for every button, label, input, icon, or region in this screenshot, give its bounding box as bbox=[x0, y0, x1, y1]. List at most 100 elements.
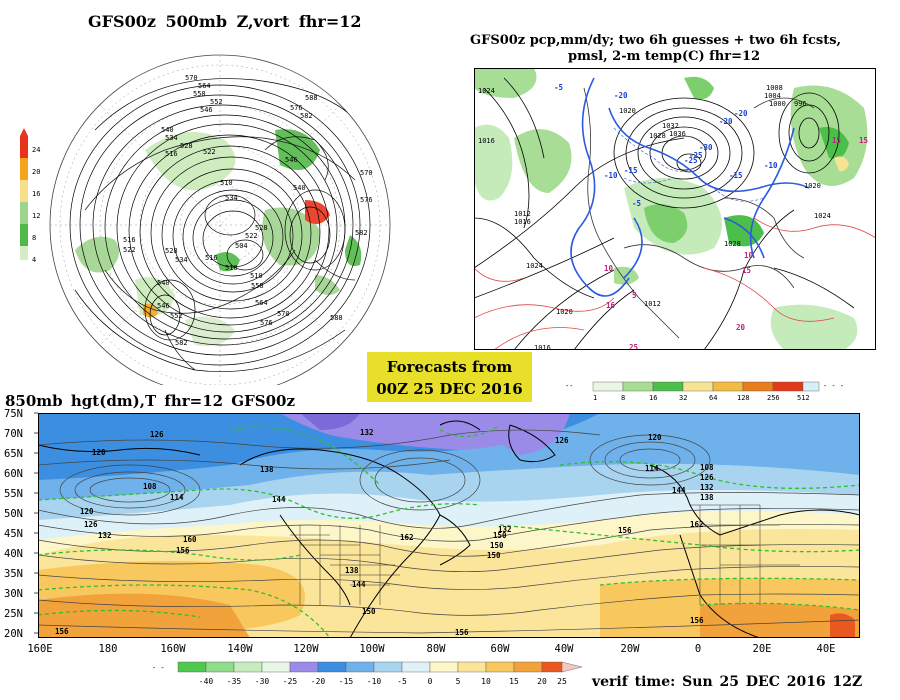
polar-title: GFS00z 500mb Z,vort fhr=12 bbox=[88, 12, 362, 31]
polar-contour-label: 546 bbox=[200, 106, 213, 114]
h850-lon-label: 0 bbox=[695, 643, 701, 655]
precip-isobar-label: 1012 bbox=[644, 300, 661, 308]
h850-lon-label: 160W bbox=[160, 643, 186, 655]
precip-temp-label: 10 bbox=[744, 251, 754, 260]
polar-colorbar-tick: 12 bbox=[32, 212, 40, 220]
precip-isobar-label: 1020 bbox=[619, 107, 636, 115]
precip-colorbar-swatch bbox=[772, 381, 804, 392]
h850-height-label: 138 bbox=[345, 566, 359, 575]
h850-lon-label: 40W bbox=[555, 643, 575, 655]
polar-colorbar-swatch bbox=[20, 224, 28, 246]
precip-colorbar-swatch bbox=[712, 381, 744, 392]
h850-height-label: 114 bbox=[170, 493, 184, 502]
polar-colorbar-tick: 24 bbox=[32, 146, 40, 154]
precip-colorbar-tick: 8 bbox=[621, 394, 625, 402]
polar-colorbar-swatch bbox=[20, 246, 28, 260]
h850-lat-label: 60N bbox=[4, 468, 23, 480]
polar-colorbar-tick: 8 bbox=[32, 234, 36, 242]
polar-contour-label: 570 bbox=[185, 74, 198, 82]
h850-height-label: 132 bbox=[498, 525, 512, 534]
h850-lat-label: 35N bbox=[4, 568, 23, 580]
precip-title-line2: pmsl, 2-m temp(C) fhr=12 bbox=[568, 49, 761, 64]
precip-map: 1024 1020 1016 1012 1008 1004 1000 996 1… bbox=[474, 68, 876, 350]
precip-colorbar-swatch bbox=[742, 381, 774, 392]
polar-colorbar: 24 20 16 12 8 4 bbox=[20, 128, 40, 264]
h850-lon-label: 140W bbox=[227, 643, 253, 655]
precip-temp-label: 20 bbox=[736, 323, 746, 332]
precip-isobar-label: 1016 bbox=[514, 218, 531, 226]
h850-colorbar-swatch bbox=[317, 661, 347, 673]
h850-height-label: 138 bbox=[700, 493, 714, 502]
polar-contour-label: 588 bbox=[305, 94, 318, 102]
h850-height-label: 126 bbox=[150, 430, 164, 439]
h850-colorbar-tick: 0 bbox=[428, 677, 433, 686]
svg-text:- - -: - - - bbox=[823, 382, 844, 390]
polar-contour-label: 576 bbox=[360, 196, 373, 204]
precip-isobar-label: 1024 bbox=[478, 87, 495, 95]
polar-colorbar-swatch bbox=[20, 180, 28, 202]
precip-isobar-label: 1012 bbox=[514, 210, 531, 218]
polar-contour-label: 570 bbox=[277, 310, 290, 318]
polar-contour-label: 516 bbox=[165, 150, 178, 158]
precip-colorbar-swatch bbox=[802, 381, 820, 392]
precip-isobar-label: 1020 bbox=[804, 182, 821, 190]
polar-colorbar-swatch bbox=[20, 202, 28, 224]
precip-isobar-label: 1000 bbox=[769, 100, 786, 108]
polar-contour-label: 522 bbox=[123, 246, 136, 254]
forecast-init-line1: Forecasts from bbox=[386, 358, 513, 376]
precip-temp-label: -10 bbox=[764, 161, 778, 170]
h850-lat-label: 20N bbox=[4, 628, 23, 640]
precip-colorbar-tick: 64 bbox=[709, 394, 717, 402]
h850-colorbar-tick: -15 bbox=[339, 677, 354, 686]
precip-colorbar-swatch bbox=[682, 381, 714, 392]
precip-colorbar-tick: 16 bbox=[649, 394, 657, 402]
h850-height-label: 120 bbox=[92, 448, 106, 457]
polar-contour-label: 576 bbox=[260, 319, 273, 327]
h850-colorbar-tick: -40 bbox=[199, 677, 214, 686]
polar-contour-label: 516 bbox=[123, 236, 136, 244]
polar-contour-label: 534 bbox=[225, 194, 238, 202]
polar-colorbar-swatch bbox=[20, 158, 28, 180]
h850-colorbar-tick: -5 bbox=[397, 677, 407, 686]
svg-text:--: -- bbox=[565, 382, 573, 390]
precip-colorbar-tick: 32 bbox=[679, 394, 687, 402]
h850-height-label: 138 bbox=[260, 465, 274, 474]
h850-height-label: 150 bbox=[487, 551, 501, 560]
h850-height-label: 156 bbox=[618, 526, 632, 535]
polar-contour-labels: 570 564 558 552 546 540 534 528 522 516 … bbox=[123, 74, 373, 347]
precip-colorbar-swatch bbox=[622, 381, 654, 392]
h850-lat-label: 40N bbox=[4, 548, 23, 560]
h850-colorbar-swatch bbox=[429, 661, 459, 673]
polar-contour-label: 516 bbox=[205, 254, 218, 262]
polar-contour-label: 582 bbox=[175, 339, 188, 347]
precip-temp-label: -15 bbox=[624, 166, 638, 175]
precip-colorbar-tick: 128 bbox=[737, 394, 750, 402]
h850-height-label: 150 bbox=[490, 541, 504, 550]
h850-lon-label: 160E bbox=[27, 643, 52, 655]
polar-contour-label: 570 bbox=[360, 169, 373, 177]
h850-height-label: 150 bbox=[493, 531, 507, 540]
h850-colorbar-tick: -20 bbox=[311, 677, 326, 686]
h850-lat-label: 30N bbox=[4, 588, 23, 600]
precip-colorbar: -- 1 8 16 32 64 128 256 512 - - - bbox=[565, 381, 844, 402]
precip-temp-label: -20 bbox=[719, 117, 733, 126]
precip-isobar-label: 1024 bbox=[526, 262, 543, 270]
h850-colorbar: - - -40 -35 -30 -25 -20 -15 -10 -5 0 5 1… bbox=[152, 661, 583, 686]
precip-isobar-label: 1016 bbox=[534, 344, 551, 350]
precip-temp-label: 25 bbox=[629, 343, 638, 350]
precip-temp-label: -30 bbox=[699, 143, 713, 152]
h850-lon-label: 20E bbox=[753, 643, 772, 655]
h850-lat-label: 25N bbox=[4, 608, 23, 620]
polar-contour-label: 510 bbox=[250, 272, 263, 280]
precip-temp-label: -25 bbox=[684, 156, 698, 165]
h850-colorbar-swatch bbox=[345, 661, 375, 673]
h850-colorbar-tick: 15 bbox=[509, 677, 519, 686]
svg-text:- -: - - bbox=[152, 664, 165, 672]
polar-contour-label: 546 bbox=[157, 302, 170, 310]
polar-contour-label: 564 bbox=[198, 82, 211, 90]
precip-temp-label: 15 bbox=[742, 266, 751, 275]
h850-colorbar-swatch bbox=[233, 661, 263, 673]
h850-lon-label: 180 bbox=[99, 643, 118, 655]
h850-colorbar-tick: 5 bbox=[456, 677, 461, 686]
h850-colorbar-swatch bbox=[513, 661, 543, 673]
